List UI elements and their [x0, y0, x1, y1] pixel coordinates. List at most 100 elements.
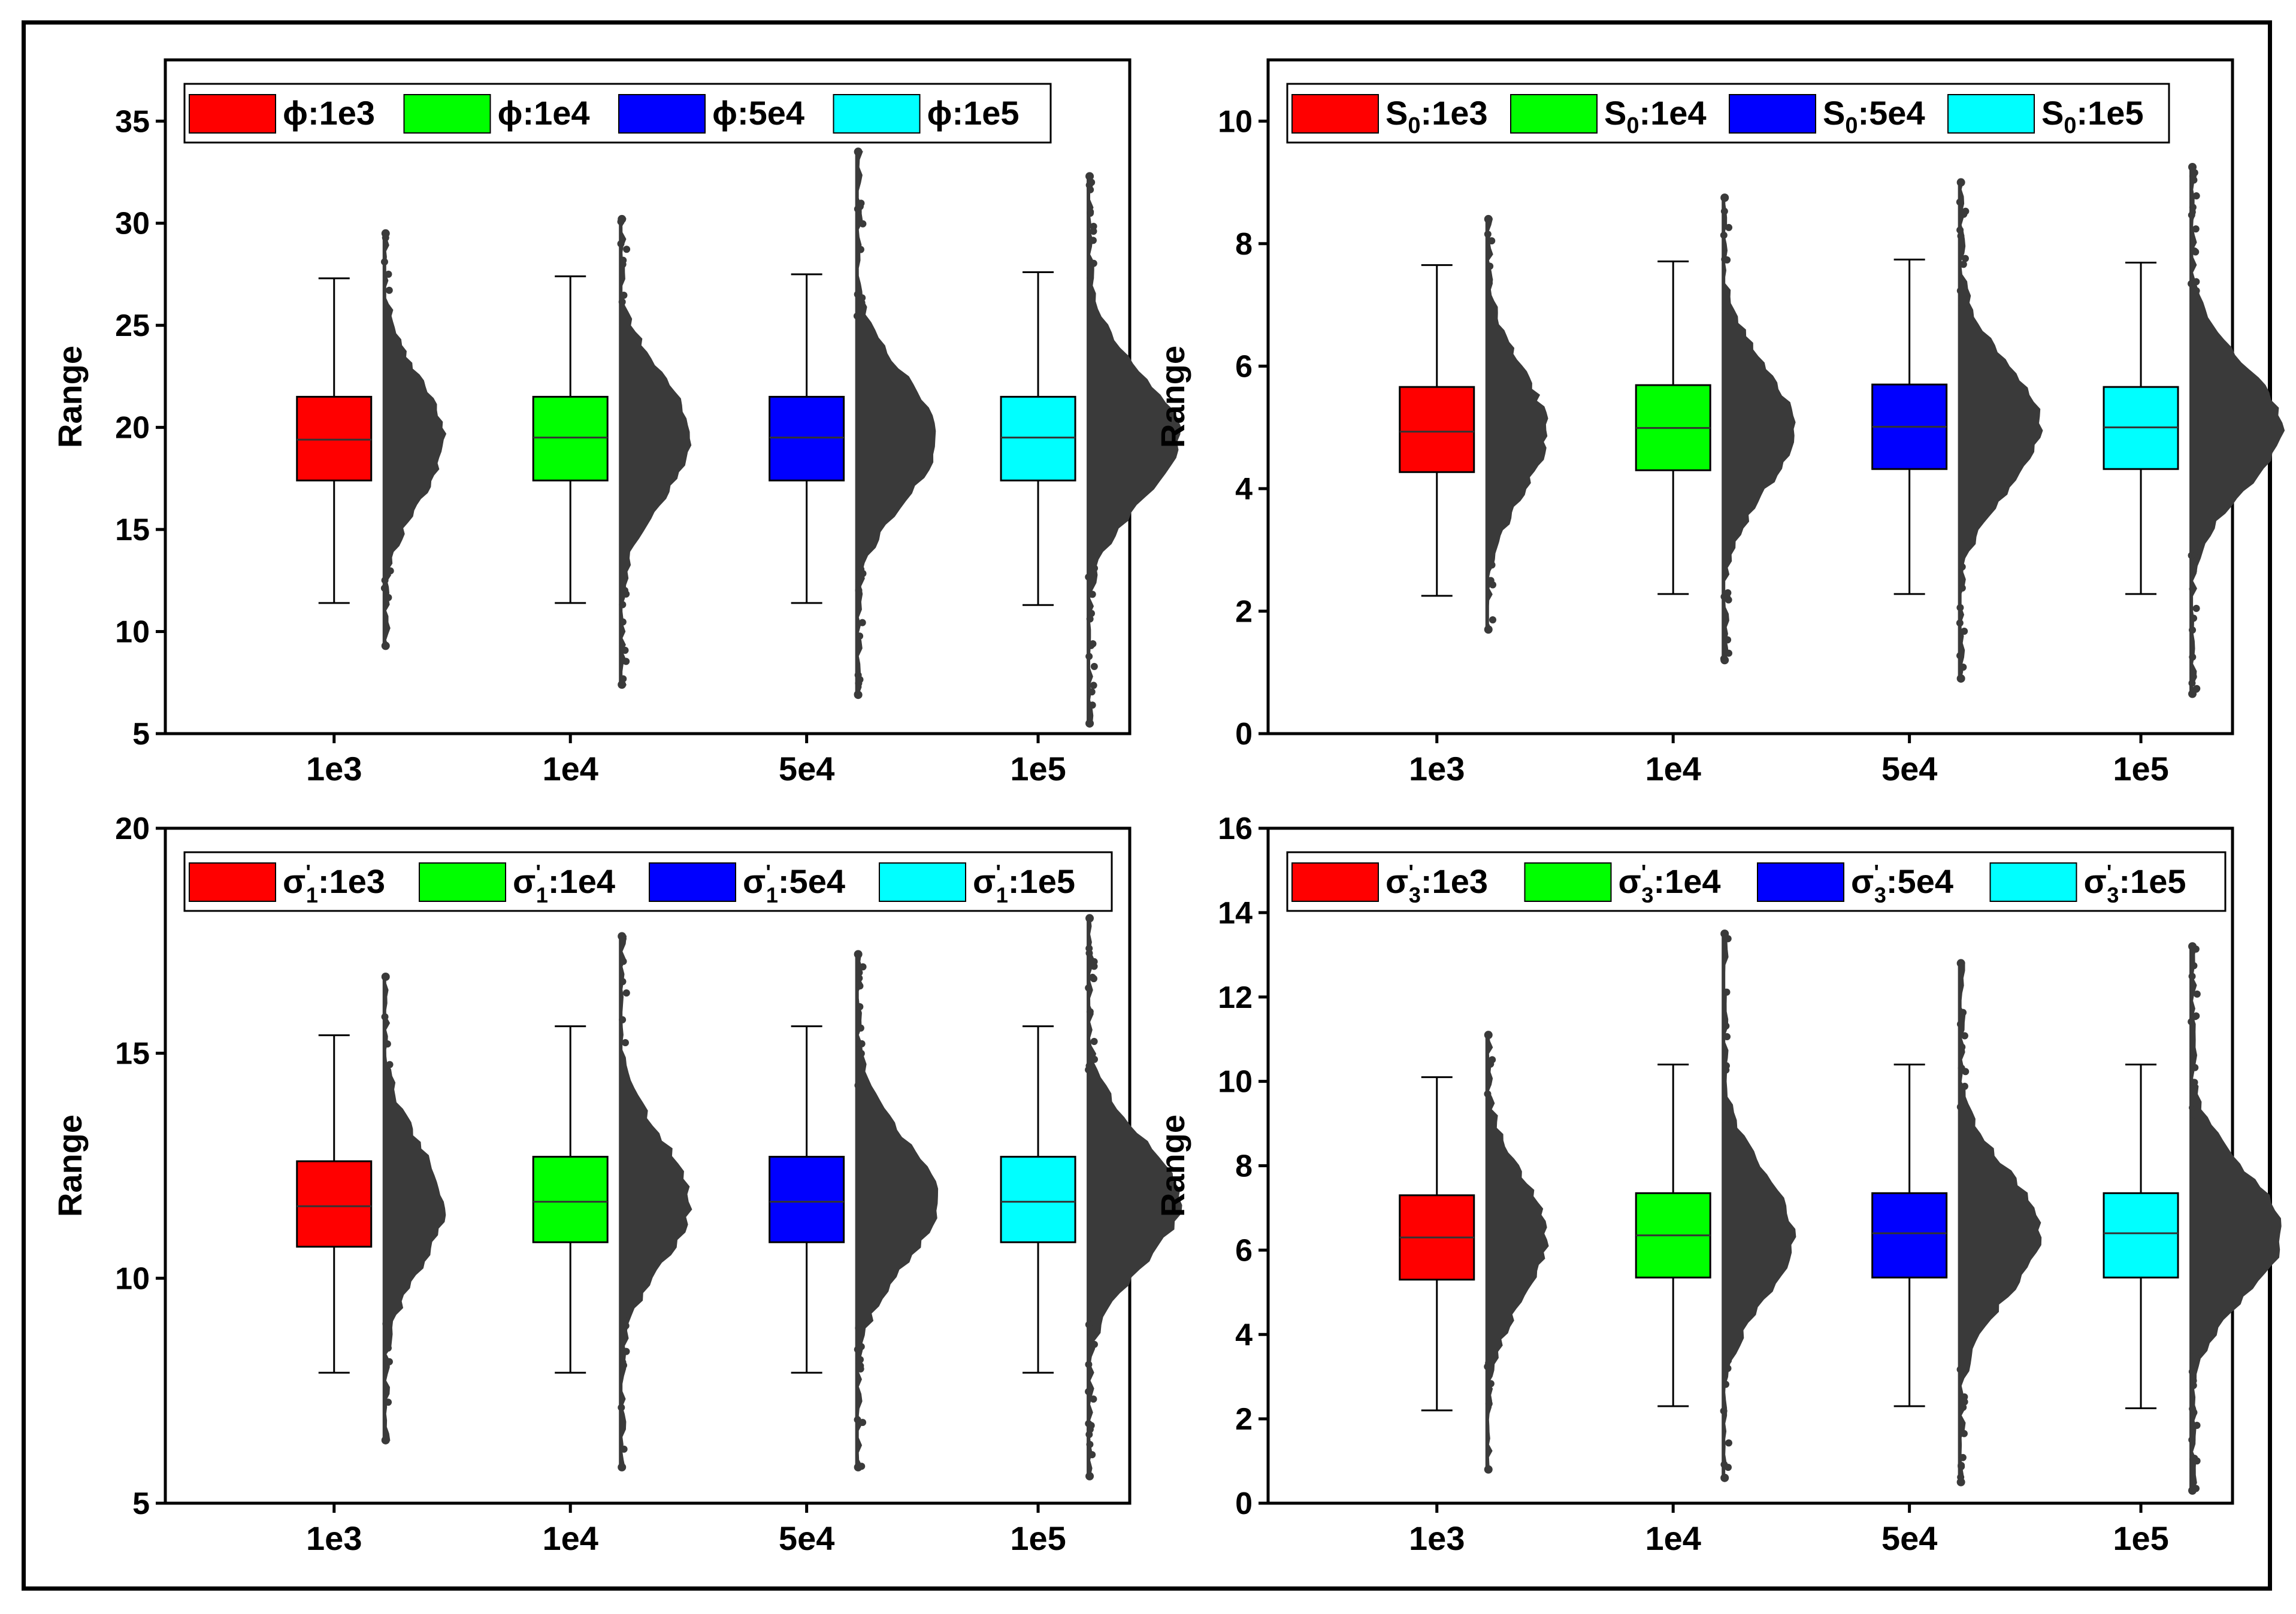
- outlier-point: [619, 618, 627, 626]
- outlier-point: [1961, 255, 1969, 262]
- legend-label: ϕ:1e3: [283, 94, 375, 132]
- outlier-point: [619, 978, 627, 986]
- extreme-point: [2188, 689, 2197, 698]
- outlier-point: [854, 1082, 862, 1089]
- extreme-point: [1085, 1471, 1094, 1480]
- distribution-5e4: [1958, 962, 2042, 1483]
- outlier-point: [1956, 1021, 1964, 1028]
- outlier-point: [1087, 186, 1094, 193]
- outlier-point: [858, 299, 866, 307]
- extreme-point: [381, 229, 390, 238]
- box-1e5: [2103, 1192, 2179, 1279]
- legend-swatch: [618, 94, 706, 134]
- outlier-point: [2192, 1101, 2200, 1109]
- box-1e3: [1399, 386, 1475, 473]
- outlier-point: [1488, 561, 1496, 569]
- outlier-point: [1085, 1420, 1093, 1428]
- outlier-point: [2192, 225, 2200, 233]
- outlier-point: [383, 1040, 391, 1048]
- outlier-point: [385, 1398, 392, 1406]
- outlier-point: [1088, 973, 1096, 981]
- legend-swatch: [879, 862, 966, 902]
- outlier-point: [854, 205, 861, 213]
- outlier-point: [2191, 1064, 2199, 1071]
- legend-swatch: [1291, 94, 1379, 134]
- outlier-point: [854, 1416, 861, 1424]
- distribution-1e5: [1087, 175, 1181, 725]
- y-tick-label: 10: [1218, 1065, 1253, 1100]
- y-axis-label: Range: [1154, 346, 1191, 448]
- outlier-point: [1962, 540, 1970, 548]
- outlier-point: [859, 963, 867, 971]
- outlier-point: [2189, 626, 2197, 634]
- outlier-point: [855, 586, 863, 594]
- outlier-point: [622, 1347, 630, 1355]
- outlier-point: [1090, 1318, 1098, 1325]
- x-tick-label: 5e4: [1881, 750, 1937, 788]
- outlier-point: [385, 286, 393, 294]
- outlier-point: [2193, 990, 2201, 998]
- distribution-5e4: [855, 151, 936, 696]
- extreme-point: [854, 950, 863, 959]
- legend-label: σ' 1:5e4: [743, 860, 845, 907]
- x-tick-label: 1e4: [542, 750, 598, 788]
- x-tick-label: 1e4: [1645, 750, 1701, 788]
- outlier-point: [1085, 1361, 1093, 1368]
- outlier-point: [2192, 278, 2200, 286]
- outlier-point: [1484, 1090, 1492, 1098]
- extreme-point: [1956, 178, 1965, 187]
- outlier-point: [1085, 984, 1093, 992]
- outlier-point: [1961, 1032, 1968, 1040]
- x-tick-label: 1e5: [2113, 750, 2168, 788]
- outlier-point: [1486, 1119, 1493, 1127]
- legend-label: S0:5e4: [1823, 94, 1925, 138]
- y-tick-label: 5: [132, 1486, 150, 1521]
- outlier-point: [1720, 593, 1728, 601]
- extreme-point: [1956, 959, 1965, 968]
- outlier-point: [1088, 688, 1096, 696]
- y-tick-label: 0: [1235, 717, 1253, 752]
- outlier-point: [1085, 573, 1093, 581]
- outlier-point: [2189, 653, 2197, 661]
- outlier-point: [859, 220, 867, 228]
- outlier-point: [622, 590, 630, 598]
- outlier-point: [619, 601, 627, 608]
- outlier-point: [2189, 585, 2197, 593]
- outlier-point: [1087, 291, 1094, 299]
- legend-swatch: [833, 94, 921, 134]
- distribution-5e4: [1958, 181, 2043, 680]
- extreme-point: [1085, 719, 1094, 728]
- outlier-point: [857, 1343, 865, 1350]
- y-tick-label: 5: [132, 717, 150, 752]
- extreme-point: [1484, 1465, 1493, 1474]
- outlier-point: [1487, 1380, 1495, 1388]
- y-tick-label: 6: [1235, 349, 1253, 384]
- outlier-point: [1488, 237, 1496, 245]
- outlier-point: [1085, 653, 1093, 661]
- outlier-point: [1724, 636, 1732, 644]
- outlier-point: [1958, 1043, 1966, 1051]
- outlier-point: [1723, 1116, 1731, 1124]
- x-tick-label: 1e3: [306, 1519, 362, 1557]
- extreme-point: [618, 214, 627, 223]
- outlier-point: [1725, 649, 1732, 657]
- outlier-point: [2193, 1422, 2201, 1430]
- legend-label: σ' 3:1e4: [1619, 860, 1721, 907]
- outlier-point: [1959, 303, 1967, 311]
- outlier-point: [855, 1324, 863, 1332]
- legend-label: σ' 1:1e5: [973, 860, 1075, 907]
- outlier-point: [1962, 207, 1970, 215]
- box-5e4: [769, 1155, 845, 1243]
- outlier-point: [385, 270, 392, 278]
- outlier-point: [1091, 1055, 1099, 1063]
- legend-swatch: [419, 862, 506, 902]
- outlier-point: [1090, 1038, 1098, 1046]
- extreme-point: [1956, 674, 1965, 683]
- outlier-point: [1087, 208, 1094, 216]
- outlier-point: [380, 585, 388, 592]
- outlier-point: [1085, 1388, 1093, 1395]
- y-axis-label: Range: [1154, 1115, 1191, 1217]
- outlier-point: [1486, 262, 1494, 270]
- outlier-point: [1489, 616, 1496, 623]
